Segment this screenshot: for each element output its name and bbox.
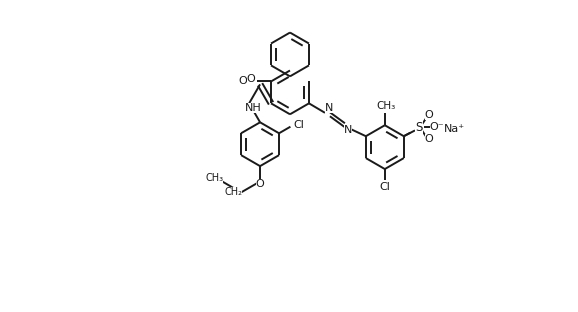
Text: OH: OH [239,76,256,86]
Text: Cl: Cl [379,182,390,192]
Text: CH₃: CH₃ [205,173,223,183]
Text: O: O [255,179,265,189]
Text: O: O [425,110,434,120]
Text: N: N [344,125,352,135]
Text: CH₂: CH₂ [224,188,242,197]
Text: S: S [415,121,423,134]
Text: N: N [325,103,333,113]
Text: O⁻: O⁻ [429,122,444,132]
Text: Cl: Cl [293,120,304,130]
Text: O: O [247,74,255,84]
Text: O: O [425,134,434,144]
Text: Na⁺: Na⁺ [444,124,465,134]
Text: CH₃: CH₃ [376,101,395,111]
Text: NH: NH [244,103,261,113]
